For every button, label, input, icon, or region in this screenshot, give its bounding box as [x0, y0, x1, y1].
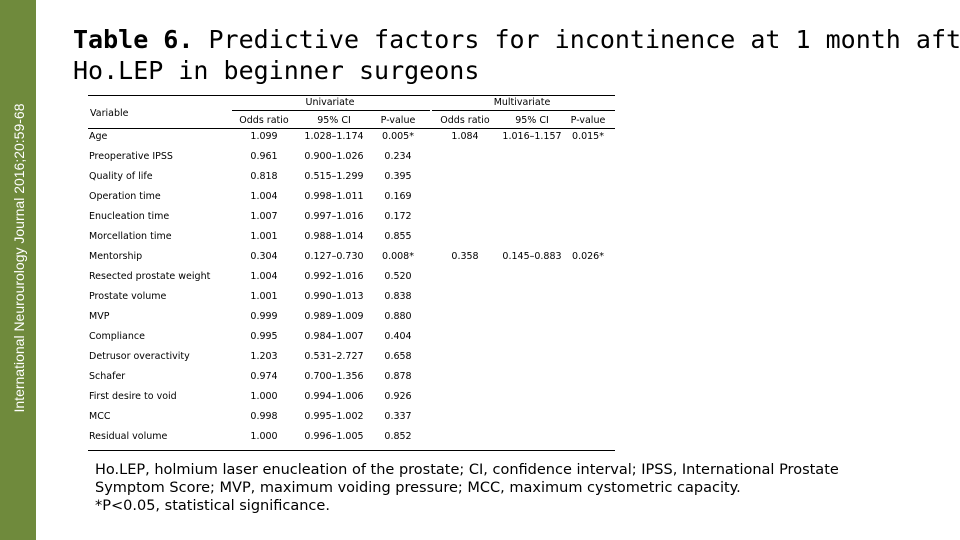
cell: 0.127–0.730 — [304, 251, 364, 262]
column-header: P-value — [380, 115, 416, 126]
rule — [88, 450, 615, 451]
row-label: Schafer — [89, 371, 126, 382]
cell: 1.004 — [250, 271, 278, 282]
journal-name: International Neurourology Journal 2016;… — [11, 103, 27, 412]
cell: 0.531–2.727 — [304, 351, 364, 362]
cell: 0.995–1.002 — [304, 411, 364, 422]
cell: 0.304 — [250, 251, 278, 262]
cell: 0.998 — [250, 411, 278, 422]
cell: 0.169 — [384, 191, 412, 202]
column-header: Variable — [90, 108, 129, 119]
cell: 0.015* — [572, 131, 604, 142]
cell: 1.000 — [250, 391, 278, 402]
cell: 0.005* — [382, 131, 414, 142]
title-label: Table 6. — [73, 25, 194, 54]
rule — [88, 128, 615, 129]
cell: 0.995 — [250, 331, 278, 342]
row-label: Preoperative IPSS — [89, 151, 173, 162]
row-label: Mentorship — [89, 251, 143, 262]
cell: 0.961 — [250, 151, 278, 162]
row-label: Quality of life — [89, 171, 153, 182]
cell: 0.926 — [384, 391, 412, 402]
cell: 0.026* — [572, 251, 604, 262]
row-label: Resected prostate weight — [89, 271, 211, 282]
cell: 0.974 — [250, 371, 278, 382]
cell: 0.337 — [384, 411, 412, 422]
cell: 0.658 — [384, 351, 412, 362]
cell: 1.007 — [250, 211, 278, 222]
row-label: MCC — [89, 411, 111, 422]
cell: 1.203 — [250, 351, 278, 362]
rule — [88, 95, 615, 96]
rule — [232, 110, 430, 111]
title-text: Ho.LEP in beginner surgeons — [73, 56, 480, 85]
footnote-line: *P<0.05, statistical significance. — [95, 498, 330, 514]
cell: 1.004 — [250, 191, 278, 202]
cell: 0.855 — [384, 231, 412, 242]
row-label: MVP — [89, 311, 110, 322]
cell: 0.996–1.005 — [304, 431, 364, 442]
title-text: Predictive factors for incontinence at 1… — [208, 25, 960, 54]
cell: 0.878 — [384, 371, 412, 382]
cell: 0.990–1.013 — [304, 291, 364, 302]
cell: 1.001 — [250, 231, 278, 242]
row-label: Age — [89, 131, 108, 142]
cell: 0.358 — [451, 251, 479, 262]
cell: 0.998–1.011 — [304, 191, 364, 202]
group-header: Univariate — [305, 97, 355, 108]
side-bar: International Neurourology Journal 2016;… — [0, 0, 36, 540]
cell: 0.988–1.014 — [304, 231, 364, 242]
cell: 0.900–1.026 — [304, 151, 364, 162]
rule — [432, 110, 615, 111]
cell: 1.099 — [250, 131, 278, 142]
row-label: Enucleation time — [89, 211, 170, 222]
cell: 0.395 — [384, 171, 412, 182]
cell: 0.992–1.016 — [304, 271, 364, 282]
column-header: 95% CI — [515, 115, 549, 126]
cell: 0.145–0.883 — [502, 251, 562, 262]
cell: 0.994–1.006 — [304, 391, 364, 402]
cell: 0.234 — [384, 151, 412, 162]
row-label: Residual volume — [89, 431, 168, 442]
cell: 1.084 — [451, 131, 479, 142]
cell: 0.520 — [384, 271, 412, 282]
column-header: Odds ratio — [239, 115, 289, 126]
row-label: First desire to void — [89, 391, 177, 402]
cell: 1.016–1.157 — [502, 131, 562, 142]
row-label: Prostate volume — [89, 291, 167, 302]
cell: 0.404 — [384, 331, 412, 342]
title: Table 6. Predictive factors for incontin… — [73, 24, 960, 86]
cell: 1.000 — [250, 431, 278, 442]
cell: 0.852 — [384, 431, 412, 442]
cell: 0.008* — [382, 251, 414, 262]
column-header: P-value — [570, 115, 606, 126]
cell: 0.999 — [250, 311, 278, 322]
cell: 0.984–1.007 — [304, 331, 364, 342]
footnote-line: Ho.LEP, holmium laser enucleation of the… — [95, 462, 839, 478]
cell: 0.515–1.299 — [304, 171, 364, 182]
row-label: Detrusor overactivity — [89, 351, 190, 362]
row-label: Operation time — [89, 191, 161, 202]
cell: 0.880 — [384, 311, 412, 322]
cell: 0.700–1.356 — [304, 371, 364, 382]
column-header: Odds ratio — [440, 115, 490, 126]
cell: 1.001 — [250, 291, 278, 302]
cell: 0.997–1.016 — [304, 211, 364, 222]
cell: 0.172 — [384, 211, 412, 222]
footnote: Ho.LEP, holmium laser enucleation of the… — [95, 461, 839, 515]
column-header: 95% CI — [317, 115, 351, 126]
cell: 1.028–1.174 — [304, 131, 364, 142]
cell: 0.838 — [384, 291, 412, 302]
footnote-line: Symptom Score; MVP, maximum voiding pres… — [95, 480, 741, 496]
cell: 0.989–1.009 — [304, 311, 364, 322]
cell: 0.818 — [250, 171, 278, 182]
group-header: Multivariate — [493, 97, 551, 108]
row-label: Compliance — [89, 331, 145, 342]
row-label: Morcellation time — [89, 231, 172, 242]
